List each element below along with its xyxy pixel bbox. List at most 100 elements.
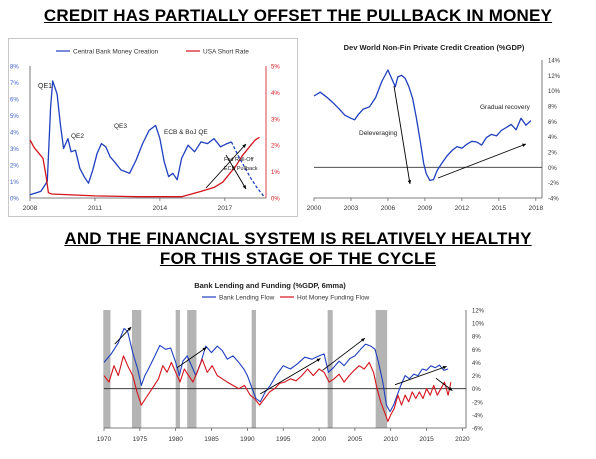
right-tick-label: 2% <box>271 144 280 150</box>
right-tick-label: -6% <box>472 427 483 433</box>
right-tick-label: 5% <box>271 65 280 71</box>
right-tick-label: 0% <box>548 166 557 172</box>
chart-bank-lending-funding: Bank Lending and Funding (%GDP, 6mma) Ban… <box>97 281 485 443</box>
chart-frame <box>8 38 298 217</box>
annotation-arrow-deleveraging-head <box>407 180 412 184</box>
right-tick-label: -4% <box>472 413 483 419</box>
left-tick-label: 5% <box>10 114 19 120</box>
right-tick-label: 3% <box>271 117 280 123</box>
left-tick-label: 4% <box>10 131 19 137</box>
trend-arrow-head <box>127 327 132 331</box>
recession-band <box>251 310 256 428</box>
left-tick-label: 3% <box>10 147 19 153</box>
trend-arrow-head <box>202 347 207 351</box>
trend-arrow-head <box>442 365 447 370</box>
x-tick-label: 2010 <box>383 436 398 443</box>
series-line <box>103 355 452 422</box>
right-tick-label: 10% <box>548 89 561 95</box>
chart-money-creation: 0% 1% 2% 3% 4% 5% 6% 7% 8% 0% 1% 2% 3% 4% 5% 2008 2011 20… <box>8 38 298 217</box>
right-tick-label: 12% <box>472 309 485 315</box>
x-tick-label: 2009 <box>418 205 433 212</box>
right-tick-label: 4% <box>271 91 280 97</box>
annotation-arrow-money-down <box>225 154 247 190</box>
recession-band <box>375 310 388 428</box>
series-line <box>230 141 265 197</box>
trend-arrow <box>114 326 132 345</box>
recession-band <box>131 310 142 428</box>
annotation-label: Fed Roll-Off <box>224 157 254 163</box>
left-tick-label: 6% <box>10 98 19 104</box>
trend-arrow <box>176 346 207 369</box>
x-tick-label: 2006 <box>381 205 396 212</box>
x-tick-label: 2000 <box>312 436 327 443</box>
annotation-arrow-credit-up-head <box>242 144 246 148</box>
x-tick-label: 2011 <box>88 205 102 212</box>
trend-arrow-head <box>361 338 365 342</box>
right-tick-label: 12% <box>548 74 561 80</box>
trend-arrow <box>260 358 321 395</box>
recession-band <box>187 310 197 428</box>
right-tick-label: 6% <box>548 120 557 126</box>
headline-financial-system-line2: FOR THIS STAGE OF THE CYCLE <box>159 249 437 268</box>
headline-financial-system-line1: AND THE FINANCIAL SYSTEM IS RELATIVELY H… <box>64 229 532 248</box>
x-tick-label: 2012 <box>455 205 470 212</box>
left-tick-label: 1% <box>10 180 19 186</box>
headline-credit: CREDIT HAS PARTIALLY OFFSET THE PULLBACK… <box>43 6 553 25</box>
annotation-label: Gradual recovery <box>480 104 531 111</box>
right-tick-label: 0% <box>271 197 280 203</box>
recession-band <box>327 310 333 428</box>
trend-arrow <box>322 337 366 371</box>
annotation-arrow-recovery <box>437 143 527 179</box>
annotation-label: QE1 <box>38 83 52 90</box>
left-tick-label: 7% <box>10 81 19 87</box>
legend-label: Central Bank Money Creation <box>73 49 159 56</box>
legend-label: Bank Lending Flow <box>219 295 275 302</box>
right-tick-label: 10% <box>472 322 485 328</box>
x-tick-label: 1970 <box>97 436 112 443</box>
series-line <box>103 327 449 413</box>
left-tick-label: 2% <box>10 164 19 170</box>
legend-label: USA Short Rate <box>203 49 249 56</box>
x-tick-label: 2017 <box>218 205 233 212</box>
left-tick-label: 8% <box>10 65 19 71</box>
right-tick-label: 2% <box>548 151 557 157</box>
x-tick-label: 2014 <box>153 205 168 212</box>
right-tick-label: 8% <box>472 335 481 341</box>
right-tick-label: 0% <box>472 387 481 393</box>
annotation-label: QE3 <box>114 123 127 130</box>
right-tick-label: 1% <box>271 170 280 176</box>
chart-title: Bank Lending and Funding (%GDP, 6mma) <box>194 281 346 290</box>
x-tick-label: 1995 <box>276 436 291 443</box>
x-tick-label: 2003 <box>344 205 359 212</box>
series-line <box>313 69 532 182</box>
right-tick-label: 14% <box>548 59 561 65</box>
x-tick-label: 2018 <box>529 205 544 212</box>
x-tick-label: 1990 <box>240 436 255 443</box>
annotation-label: ECB & BoJ QE <box>164 129 208 136</box>
left-tick-label: 0% <box>10 197 19 203</box>
x-tick-label: 1975 <box>133 436 148 443</box>
x-tick-label: 2015 <box>492 205 507 212</box>
annotation-arrow-recovery-head <box>522 143 526 147</box>
x-tick-label: 2005 <box>348 436 363 443</box>
trend-arrow-head <box>316 358 321 362</box>
x-tick-label: 1985 <box>204 436 219 443</box>
right-tick-label: -2% <box>472 400 483 406</box>
series-line <box>29 136 260 198</box>
recession-band <box>103 310 111 428</box>
right-tick-label: 6% <box>472 348 481 354</box>
right-tick-label: -2% <box>548 181 559 187</box>
x-tick-label: 2015 <box>419 436 434 443</box>
x-tick-label: 2000 <box>307 205 322 212</box>
annotation-arrow-deleveraging <box>393 85 411 185</box>
annotation-arrow-money-down-head <box>242 185 246 189</box>
annotation-label: QE2 <box>71 133 84 140</box>
right-tick-label: 8% <box>548 105 557 111</box>
right-tick-label: 4% <box>548 135 557 141</box>
trend-arrow <box>394 365 447 386</box>
x-tick-label: 2008 <box>23 205 38 212</box>
x-tick-label: 2020 <box>455 436 470 443</box>
right-tick-label: 4% <box>472 361 481 367</box>
right-tick-label: 2% <box>472 374 481 380</box>
series-line <box>29 80 232 196</box>
